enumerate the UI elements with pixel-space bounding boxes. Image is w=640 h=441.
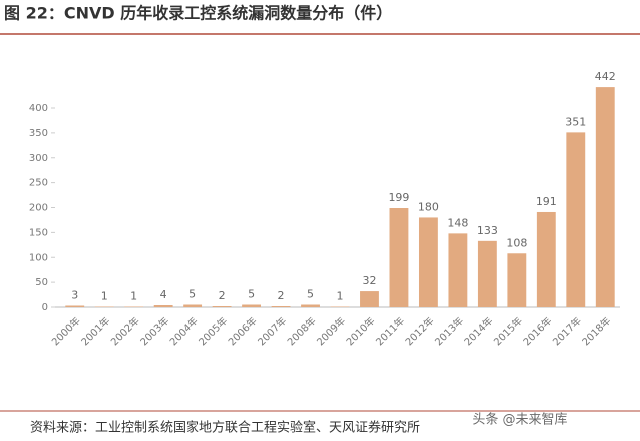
bar [271, 306, 291, 307]
bar [389, 207, 409, 307]
bar [448, 233, 468, 307]
value-label: 108 [506, 236, 527, 249]
value-label: 5 [307, 288, 314, 301]
value-label: 1 [337, 290, 344, 303]
bar [360, 291, 379, 307]
bar [507, 253, 527, 307]
value-label: 5 [189, 288, 196, 301]
value-label: 1 [101, 290, 108, 303]
bar [153, 305, 173, 307]
y-tick-label: 350 [29, 128, 48, 139]
bar [477, 240, 497, 307]
bar [242, 304, 262, 307]
value-label: 5 [248, 288, 255, 301]
bar [212, 306, 232, 307]
y-tick-label: 0 [42, 302, 48, 313]
bar [536, 211, 556, 307]
y-tick-label: 50 [35, 277, 48, 288]
y-tick-label: 400 [29, 103, 48, 114]
value-label: 32 [362, 274, 376, 287]
y-tick-label: 250 [29, 178, 48, 189]
value-label: 3 [71, 289, 78, 302]
value-label: 2 [219, 289, 226, 302]
y-tick-label: 100 [29, 252, 48, 263]
value-label: 4 [160, 288, 167, 301]
value-label: 191 [536, 195, 557, 208]
y-tick-label: 150 [29, 227, 48, 238]
source: 资料来源：工业控制系统国家地方联合工程实验室、天风证券研究所 [30, 420, 420, 436]
bar [595, 87, 615, 307]
bar [301, 304, 320, 307]
value-label: 1 [130, 290, 137, 303]
value-label: 148 [447, 216, 468, 229]
bar [183, 304, 203, 307]
value-label: 351 [565, 115, 586, 128]
value-label: 133 [477, 224, 498, 237]
bar [65, 305, 85, 307]
value-label: 2 [278, 289, 285, 302]
value-label: 199 [388, 191, 409, 204]
bar [418, 217, 438, 307]
value-label: 180 [418, 200, 439, 213]
y-tick-label: 200 [29, 203, 48, 214]
chart-title: 图 22：CNVD 历年收录工控系统漏洞数量分布（件） [4, 4, 392, 23]
bar [566, 132, 586, 307]
watermark: 头条 @未来智库 [472, 412, 567, 428]
y-tick-label: 300 [29, 153, 48, 164]
value-label: 442 [595, 70, 616, 83]
